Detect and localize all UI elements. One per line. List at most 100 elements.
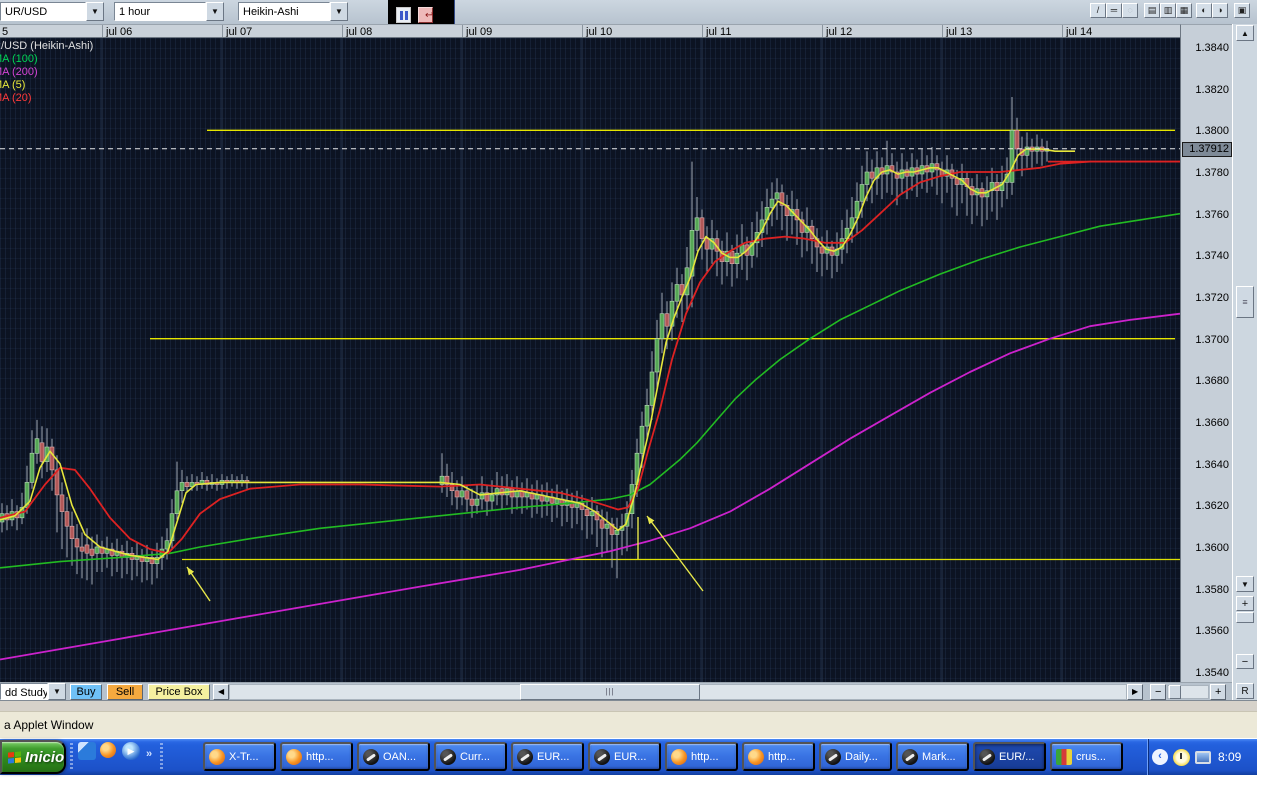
price-axis-label: 1.3620 <box>1195 500 1229 513</box>
scroll-left-icon[interactable]: ◀ <box>213 684 229 700</box>
taskbar-button[interactable]: EUR/... <box>973 742 1046 771</box>
date-axis-label: jul 13 <box>946 26 973 38</box>
taskbar-button-label: crus... <box>1076 750 1106 763</box>
interval-combo[interactable]: 1 hour ▼ <box>114 2 224 21</box>
vscroll-thumb[interactable]: ≡ <box>1236 286 1254 318</box>
shade-circle-light-icon[interactable]: ◐ <box>1196 3 1212 18</box>
hzoom-thumb[interactable] <box>1169 685 1181 699</box>
pause-bar <box>400 11 403 20</box>
price-axis-label: 1.3560 <box>1195 625 1229 638</box>
taskbar-button[interactable]: Mark... <box>896 742 969 771</box>
tray-collapse-icon[interactable]: ‹ <box>1152 749 1168 765</box>
price-chart[interactable]: R/USD (Heikin-Ashi) MA (100)MA (200)MA (… <box>0 38 1180 682</box>
trading-applet-window: UR/USD ▼ 1 hour ▼ Heikin-Ashi ▼ / ═ ◌ ▤ ▥ ▦ ◐ ◑… <box>0 0 1257 738</box>
vzoom-thumb[interactable] <box>1236 612 1254 623</box>
taskbar-button[interactable]: http... <box>280 742 353 771</box>
price-axis-label: 1.3840 <box>1195 42 1229 54</box>
sell-button[interactable]: Sell <box>107 684 143 700</box>
show-desktop-icon[interactable] <box>78 742 96 760</box>
tray-network-icon[interactable] <box>1195 750 1211 764</box>
taskbar-button-label: Curr... <box>460 750 490 763</box>
taskbar-button-label: OAN... <box>383 750 417 763</box>
price-axis-label: 1.3780 <box>1195 167 1229 179</box>
add-study-combo[interactable]: dd Study ▼ <box>0 683 66 702</box>
chevron-down-icon[interactable]: ▼ <box>86 2 104 21</box>
taskbar-button[interactable]: EUR... <box>511 742 584 771</box>
start-button[interactable]: Inicio <box>0 740 66 774</box>
hzoom-in-button[interactable]: + <box>1210 684 1226 700</box>
taskbar-button[interactable]: Daily... <box>819 742 892 771</box>
cascade-windows-icon[interactable]: ▣ <box>1234 3 1250 18</box>
date-axis-label: jul 06 <box>106 26 133 38</box>
vertical-scrollbar[interactable]: ▲ ≡ ▼ + − R <box>1232 24 1257 700</box>
quicklaunch-overflow-chevron[interactable]: » <box>146 748 153 760</box>
tray-alarm-clock-icon[interactable] <box>1173 748 1190 766</box>
grid-rows-medium-icon[interactable]: ▥ <box>1160 3 1176 18</box>
opera-icon <box>517 748 533 765</box>
taskbar-button[interactable]: crus... <box>1050 742 1123 771</box>
taskbar-button[interactable]: http... <box>665 742 738 771</box>
taskbar-button[interactable]: Curr... <box>434 742 507 771</box>
chevron-down-icon[interactable]: ▼ <box>206 2 224 21</box>
system-tray: ‹ 8:09 <box>1147 739 1257 775</box>
opera-icon <box>594 748 610 765</box>
top-toolbar: UR/USD ▼ 1 hour ▼ Heikin-Ashi ▼ / ═ ◌ ▤ ▥ ▦ ◐ ◑… <box>0 0 1257 24</box>
interval-combo-value[interactable]: 1 hour <box>114 2 206 21</box>
price-axis-label: 1.3700 <box>1195 333 1229 346</box>
taskbar: Inicio ▶ » X-Tr... http... OAN... Curr... EU… <box>0 739 1257 775</box>
opera-icon <box>363 748 379 765</box>
opera-icon <box>825 748 841 765</box>
start-button-label: Inicio <box>25 748 65 766</box>
study-lines-icon[interactable]: ═ <box>1106 3 1122 18</box>
hzoom-out-button[interactable]: − <box>1150 684 1166 700</box>
price-axis-label: 1.3820 <box>1195 83 1229 96</box>
firefox-icon <box>748 748 764 765</box>
date-axis-label: jul 09 <box>466 26 493 38</box>
price-axis-label: 1.3600 <box>1195 542 1229 554</box>
firefox-icon <box>286 748 302 765</box>
date-axis-label: jul 10 <box>586 26 613 38</box>
grid-rows-small-icon[interactable]: ▤ <box>1144 3 1160 18</box>
media-player-icon[interactable]: ▶ <box>122 742 140 760</box>
scroll-down-icon[interactable]: ▼ <box>1236 576 1254 592</box>
taskbar-button-label: Mark... <box>922 750 956 763</box>
opera-icon <box>440 748 456 765</box>
disabled-circle-icon[interactable]: ◌ <box>1122 3 1138 18</box>
taskbar-button[interactable]: EUR... <box>588 742 661 771</box>
legend-title: R/USD (Heikin-Ashi) <box>0 40 94 52</box>
hscroll-thumb[interactable]: ||| <box>520 684 700 700</box>
taskbar-button[interactable]: http... <box>742 742 815 771</box>
vzoom-out-button[interactable]: − <box>1236 654 1254 669</box>
legend-item: MA (100) <box>0 53 38 65</box>
vzoom-in-button[interactable]: + <box>1236 596 1254 611</box>
price-box-button[interactable]: Price Box <box>148 684 210 700</box>
charttype-combo[interactable]: Heikin-Ashi ▼ <box>238 2 348 21</box>
taskbar-button[interactable]: OAN... <box>357 742 430 771</box>
taskbar-button[interactable]: X-Tr... <box>203 742 276 771</box>
trendline-tool-icon[interactable]: / <box>1090 3 1106 18</box>
shade-circle-dark-icon[interactable]: ◑ <box>1212 3 1228 18</box>
symbol-combo[interactable]: UR/USD ▼ <box>0 2 104 21</box>
price-axis-label: 1.3720 <box>1195 292 1229 304</box>
charttype-combo-value[interactable]: Heikin-Ashi <box>238 2 330 21</box>
add-study-value[interactable]: dd Study <box>0 683 48 700</box>
scroll-up-icon[interactable]: ▲ <box>1236 25 1254 41</box>
chart-canvas[interactable] <box>0 38 1180 682</box>
pause-bar <box>405 11 408 20</box>
symbol-combo-value[interactable]: UR/USD <box>0 2 86 21</box>
price-axis-label: 1.3580 <box>1195 583 1229 596</box>
grid-rows-large-icon[interactable]: ▦ <box>1176 3 1192 18</box>
pause-icon[interactable] <box>396 7 411 23</box>
firefox-icon <box>209 748 225 765</box>
buy-button[interactable]: Buy <box>70 684 102 700</box>
chevron-down-icon[interactable]: ▼ <box>330 2 348 21</box>
legend-item: MA (5) <box>0 79 26 91</box>
date-axis-label: jul 14 <box>1066 26 1093 38</box>
back-arrow-icon[interactable]: ↩ <box>418 7 433 23</box>
chevron-down-icon[interactable]: ▼ <box>48 683 66 700</box>
date-axis-label: jul 08 <box>346 26 373 38</box>
firefox-quicklaunch-icon[interactable] <box>100 742 116 758</box>
reset-view-button[interactable]: R <box>1236 683 1254 699</box>
scroll-right-icon[interactable]: ▶ <box>1127 684 1143 700</box>
